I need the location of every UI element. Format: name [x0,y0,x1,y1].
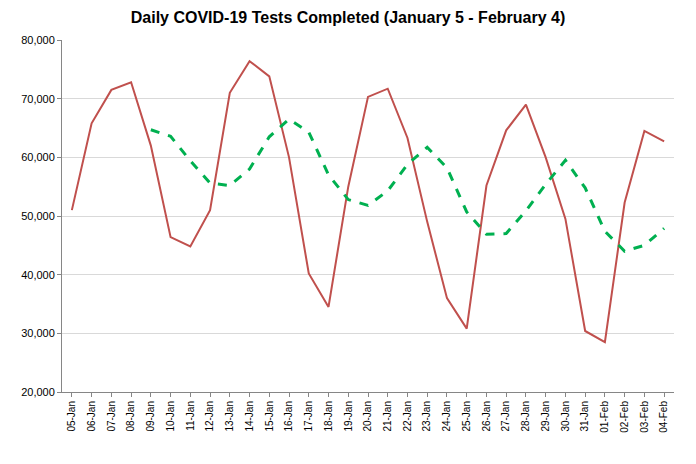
svg-text:16-Jan: 16-Jan [283,401,294,432]
svg-text:08-Jan: 08-Jan [125,401,136,432]
svg-text:18-Jan: 18-Jan [323,401,334,432]
svg-text:20,000: 20,000 [21,386,55,398]
svg-text:02-Feb: 02-Feb [619,401,630,433]
svg-text:30,000: 30,000 [21,327,55,339]
svg-text:07-Jan: 07-Jan [106,401,117,432]
svg-text:13-Jan: 13-Jan [224,401,235,432]
svg-text:11-Jan: 11-Jan [185,401,196,431]
svg-text:23-Jan: 23-Jan [421,401,432,432]
svg-text:14-Jan: 14-Jan [244,401,255,432]
svg-text:50,000: 50,000 [21,210,55,222]
svg-text:12-Jan: 12-Jan [204,401,215,432]
svg-text:40,000: 40,000 [21,269,55,281]
svg-text:03-Feb: 03-Feb [639,401,650,433]
svg-text:22-Jan: 22-Jan [402,401,413,432]
svg-text:01-Feb: 01-Feb [599,401,610,433]
svg-text:05-Jan: 05-Jan [66,401,77,432]
svg-text:09-Jan: 09-Jan [145,401,156,432]
svg-text:10-Jan: 10-Jan [165,401,176,432]
svg-text:15-Jan: 15-Jan [264,401,275,432]
svg-text:17-Jan: 17-Jan [303,401,314,432]
svg-text:29-Jan: 29-Jan [540,401,551,432]
svg-text:25-Jan: 25-Jan [461,401,472,432]
svg-text:70,000: 70,000 [21,93,55,105]
svg-text:20-Jan: 20-Jan [362,401,373,432]
svg-text:24-Jan: 24-Jan [441,401,452,432]
svg-text:28-Jan: 28-Jan [520,401,531,432]
svg-text:30-Jan: 30-Jan [560,401,571,432]
svg-text:Daily COVID-19 Tests Completed: Daily COVID-19 Tests Completed (January … [131,9,566,26]
svg-text:60,000: 60,000 [21,151,55,163]
svg-text:06-Jan: 06-Jan [86,401,97,432]
svg-text:31-Jan: 31-Jan [579,401,590,432]
svg-text:27-Jan: 27-Jan [500,401,511,432]
svg-text:19-Jan: 19-Jan [343,401,354,432]
svg-text:80,000: 80,000 [21,34,55,46]
svg-text:21-Jan: 21-Jan [382,401,393,432]
svg-text:26-Jan: 26-Jan [481,401,492,432]
svg-text:04-Feb: 04-Feb [658,401,669,433]
